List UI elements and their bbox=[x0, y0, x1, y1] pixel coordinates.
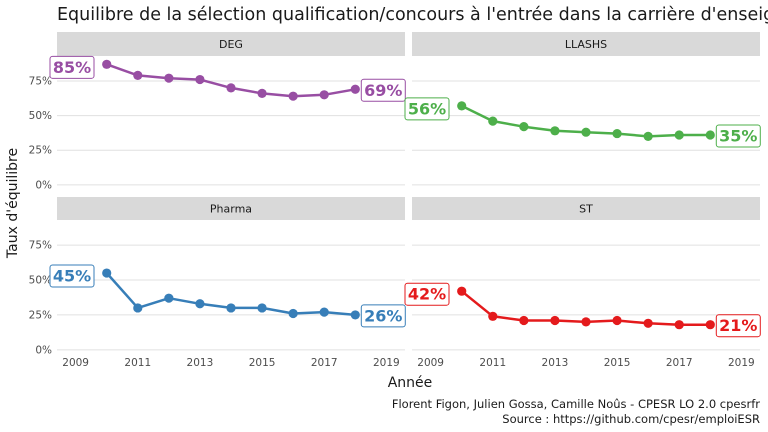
data-point bbox=[195, 74, 205, 85]
data-point bbox=[164, 293, 174, 303]
data-point bbox=[350, 310, 360, 320]
data-point bbox=[102, 268, 112, 278]
end-value-label: 26% bbox=[364, 306, 402, 325]
y-tick-label: 50% bbox=[29, 275, 52, 287]
data-point bbox=[674, 320, 684, 330]
end-value-box bbox=[715, 124, 761, 148]
facet-strip-label: Pharma bbox=[210, 203, 252, 216]
panel-deg: DEG 0% 25% 50% 75%85% 69% bbox=[29, 32, 406, 191]
y-tick-label: 0% bbox=[35, 179, 52, 191]
panel-pharma: Pharma 0% 25% 50% 75% 2009 2011 2013 2015 2017 201… bbox=[29, 197, 406, 369]
y-tick-label: 50% bbox=[29, 110, 52, 122]
data-point bbox=[488, 311, 498, 321]
end-value-box bbox=[715, 314, 761, 338]
facet-strip bbox=[412, 32, 760, 56]
x-tick-label: 2009 bbox=[417, 357, 444, 369]
start-value-label: 45% bbox=[53, 267, 91, 286]
start-value-label: 56% bbox=[408, 99, 446, 118]
data-point bbox=[643, 318, 653, 328]
data-point bbox=[350, 84, 360, 94]
start-value-box bbox=[49, 264, 95, 288]
facet-strip-label: DEG bbox=[219, 38, 243, 51]
y-tick-label: 25% bbox=[29, 145, 52, 157]
data-point bbox=[612, 128, 622, 139]
y-tick-label: 75% bbox=[29, 75, 52, 87]
data-point bbox=[102, 59, 112, 69]
end-value-label: 69% bbox=[364, 81, 402, 100]
start-value-label: 85% bbox=[53, 58, 91, 77]
y-axis-title: Taux d'équilibre bbox=[5, 148, 21, 259]
data-point bbox=[705, 130, 715, 140]
end-value-label: 35% bbox=[719, 126, 757, 145]
data-point bbox=[257, 88, 267, 99]
x-tick-label: 2019 bbox=[373, 357, 400, 369]
data-point bbox=[257, 303, 267, 313]
data-point bbox=[674, 130, 684, 140]
data-point bbox=[705, 320, 715, 330]
data-point bbox=[643, 131, 653, 141]
data-point bbox=[288, 91, 298, 101]
facet-strip bbox=[57, 32, 405, 56]
data-point bbox=[164, 73, 174, 83]
x-tick-label: 2015 bbox=[604, 357, 631, 369]
y-tick-label: 0% bbox=[35, 344, 52, 356]
x-tick-label: 2013 bbox=[542, 357, 569, 369]
x-tick-label: 2017 bbox=[666, 357, 693, 369]
x-tick-label: 2019 bbox=[728, 357, 755, 369]
data-point bbox=[288, 308, 298, 319]
data-point bbox=[195, 299, 205, 309]
data-point bbox=[457, 286, 467, 296]
y-tick-label: 25% bbox=[29, 309, 52, 321]
y-tick-label: 75% bbox=[29, 240, 52, 252]
data-point bbox=[581, 317, 591, 327]
chart-panels: DEG0%25%50%75%85%69%LLASHS56%35%Pharma0%… bbox=[29, 32, 761, 369]
end-value-label: 21% bbox=[719, 316, 757, 335]
x-tick-label: 2015 bbox=[249, 357, 276, 369]
data-point bbox=[488, 116, 498, 126]
x-tick-label: 2011 bbox=[479, 357, 506, 369]
chart-title: Equilibre de la sélection qualification/… bbox=[57, 5, 768, 25]
panel-llashs: LLASHS 56% 35% bbox=[404, 32, 761, 186]
data-point bbox=[319, 90, 329, 100]
end-value-box bbox=[360, 304, 406, 328]
start-value-box bbox=[404, 97, 450, 121]
data-point bbox=[226, 303, 236, 313]
data-point bbox=[133, 70, 143, 80]
x-tick-label: 2009 bbox=[62, 357, 89, 369]
caption-authors: Florent Figon, Julien Gossa, Camille Noû… bbox=[392, 397, 760, 411]
data-point bbox=[457, 101, 467, 111]
panel-st: ST 2009 2011 2013 2015 2017 2019 42% 21% bbox=[404, 197, 761, 369]
facet-strip-label: LLASHS bbox=[565, 38, 607, 51]
facet-strip bbox=[57, 197, 405, 220]
data-point bbox=[319, 307, 329, 317]
start-value-box bbox=[404, 282, 450, 306]
facet-strip-label: ST bbox=[579, 203, 593, 216]
start-value-label: 42% bbox=[408, 285, 446, 304]
data-point bbox=[550, 315, 560, 326]
x-axis-title: Année bbox=[388, 375, 433, 391]
end-value-box bbox=[360, 78, 406, 102]
x-tick-label: 2011 bbox=[124, 357, 151, 369]
caption-source: Source : https://github.com/cpesr/emploi… bbox=[502, 412, 760, 426]
data-point bbox=[612, 315, 622, 326]
start-value-box bbox=[49, 55, 95, 79]
x-tick-label: 2013 bbox=[187, 357, 214, 369]
facet-strip bbox=[412, 197, 760, 220]
data-point bbox=[519, 122, 529, 132]
data-point bbox=[133, 303, 143, 313]
data-point bbox=[519, 315, 529, 326]
data-point bbox=[550, 126, 560, 136]
x-tick-label: 2017 bbox=[311, 357, 338, 369]
data-point bbox=[226, 83, 236, 93]
data-point bbox=[581, 127, 591, 137]
